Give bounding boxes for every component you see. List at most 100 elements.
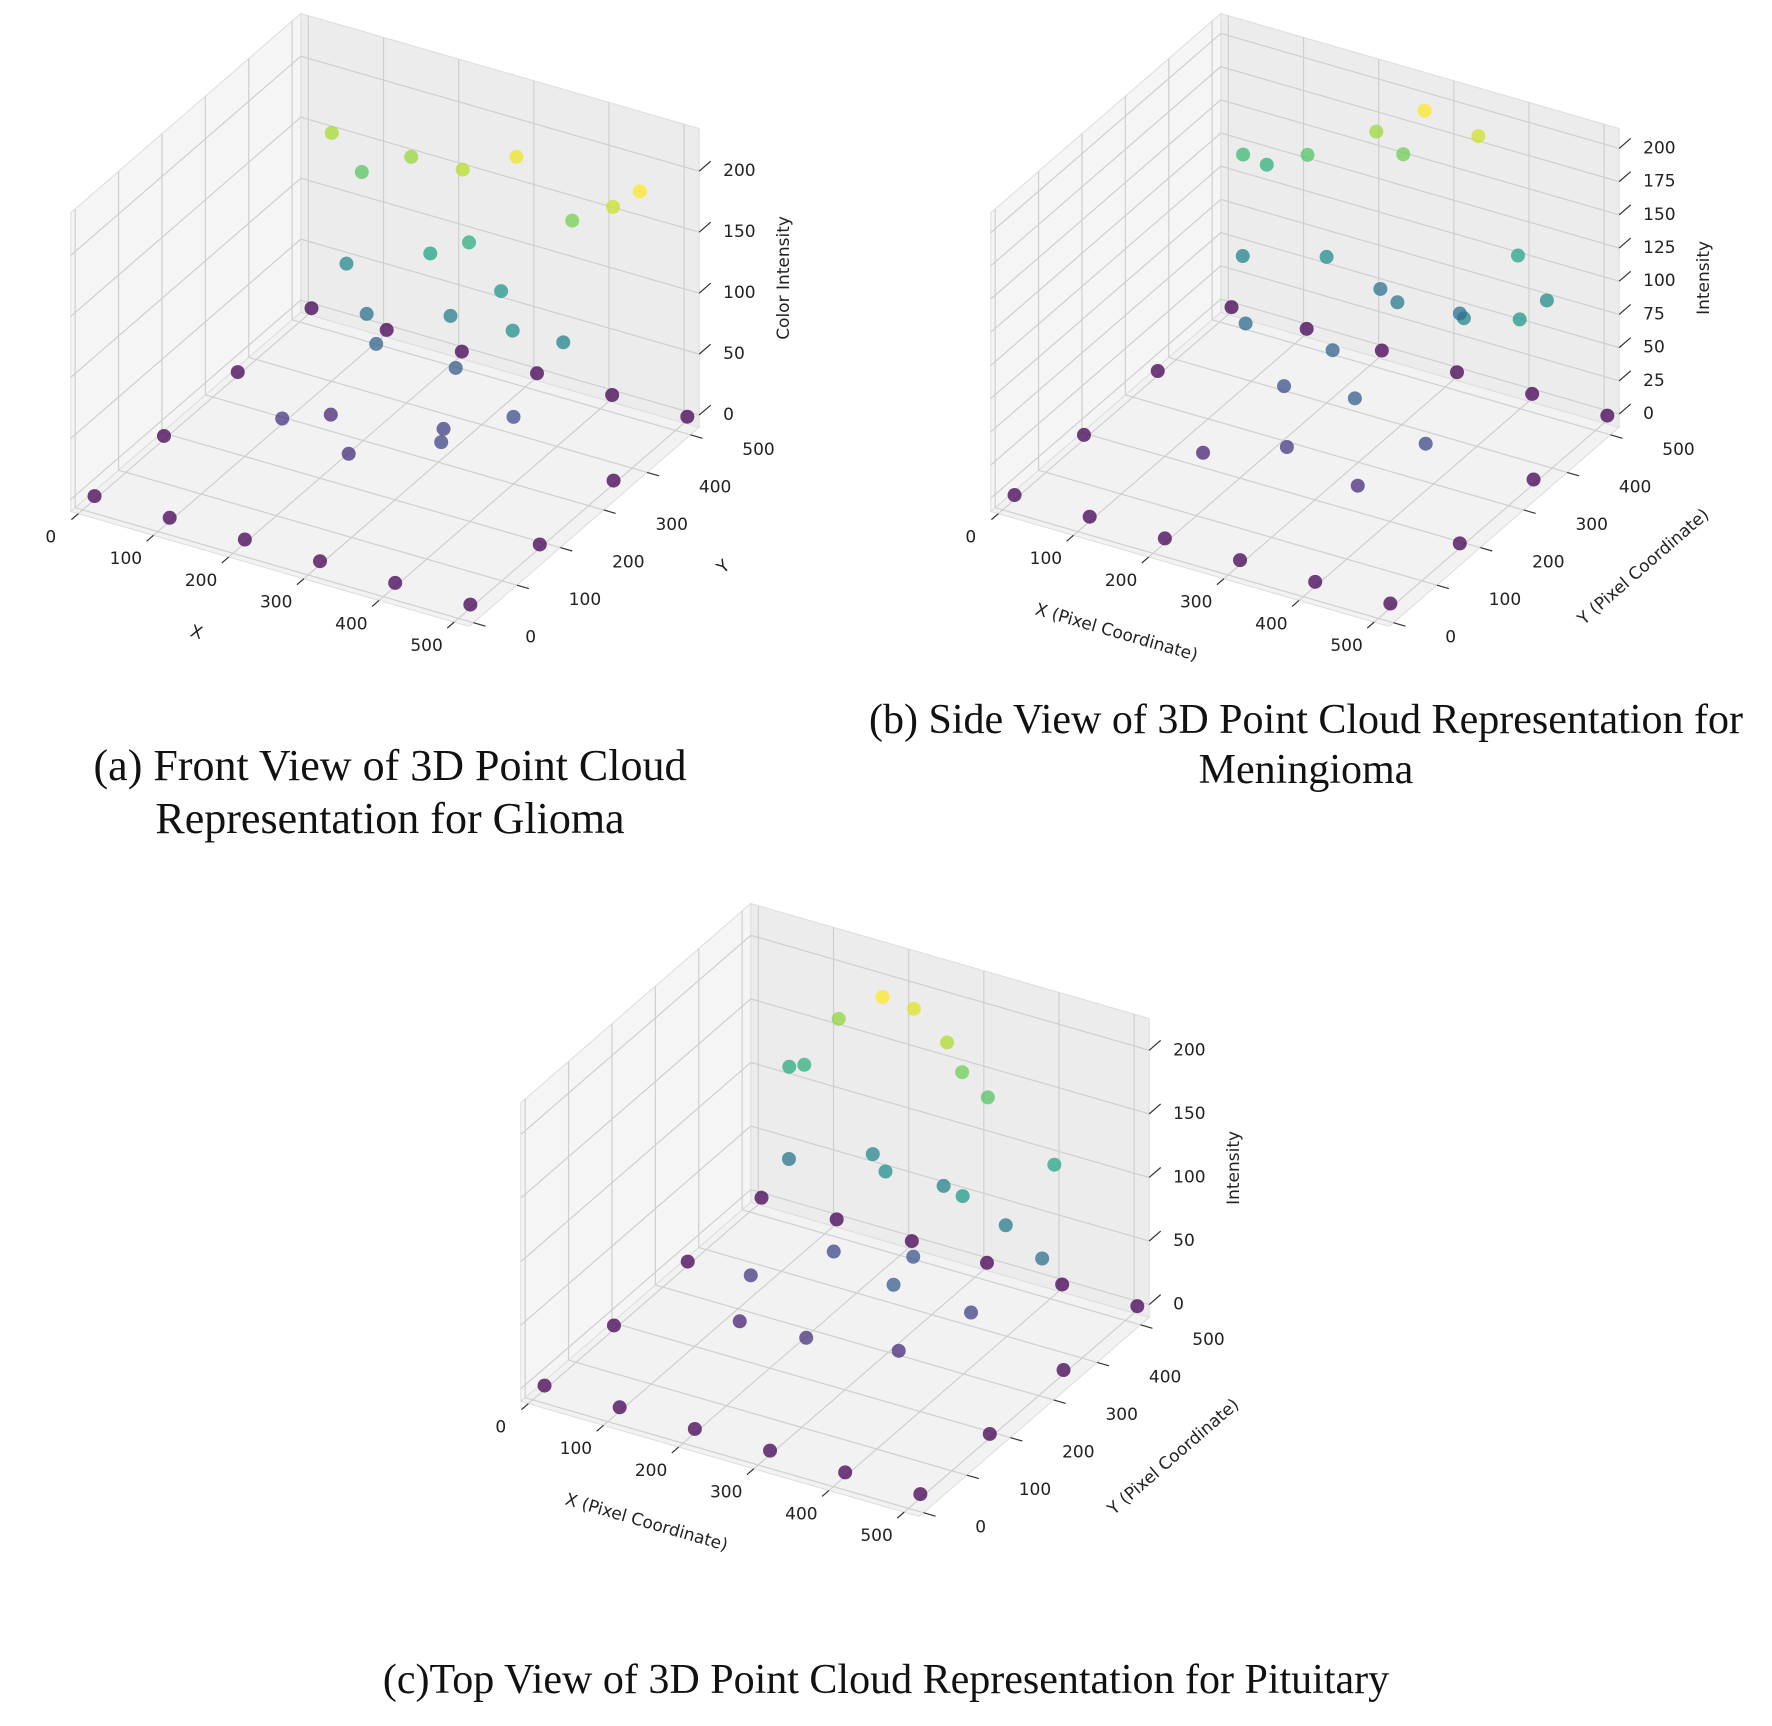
- z-tick-label: 50: [1173, 1231, 1195, 1251]
- point: [369, 336, 384, 351]
- grid-line: [248, 356, 648, 473]
- tick-mark: [1618, 304, 1632, 315]
- tick-mark: [1610, 434, 1623, 439]
- y-axis-label: Y: [712, 556, 734, 579]
- z-tick-label: 150: [723, 222, 755, 242]
- z-axis-label: Intensity: [1224, 1131, 1244, 1205]
- point: [612, 1400, 627, 1415]
- grid-line: [1220, 165, 1620, 282]
- z-tick-label: 150: [1173, 1104, 1205, 1124]
- point: [354, 165, 369, 180]
- tick-mark: [1141, 556, 1150, 564]
- grid-line: [527, 1204, 759, 1405]
- point: [687, 1421, 702, 1436]
- y-tick-label: 0: [525, 628, 536, 648]
- point: [1510, 248, 1525, 263]
- tick-mark: [1066, 534, 1074, 542]
- y-tick-label: 200: [1532, 553, 1564, 573]
- grid-line: [568, 1359, 968, 1476]
- y-tick-label: 300: [1105, 1405, 1137, 1425]
- z-tick-label: 100: [723, 283, 755, 303]
- tick-mark: [1618, 237, 1632, 249]
- point: [162, 510, 177, 525]
- grid-line: [1220, 66, 1620, 183]
- point: [754, 1190, 769, 1205]
- grid-line: [77, 314, 309, 515]
- y-tick-label: 300: [655, 515, 687, 535]
- point: [1539, 293, 1554, 308]
- point: [1512, 312, 1527, 327]
- caption: (c)Top View of 3D Point Cloud Representa…: [382, 1657, 1390, 1703]
- x-tick-label: 0: [45, 528, 56, 548]
- point: [1233, 553, 1248, 568]
- grid-line: [753, 1269, 985, 1470]
- point: [1056, 1363, 1071, 1378]
- tick-mark: [446, 621, 455, 629]
- y-tick-label: 0: [975, 1518, 986, 1538]
- x-tick-label: 100: [1030, 549, 1062, 569]
- grid-line: [300, 116, 700, 233]
- tick-mark: [146, 534, 154, 542]
- tick-mark: [646, 471, 660, 477]
- tick-mark: [473, 622, 486, 627]
- point: [906, 1249, 921, 1264]
- point: [606, 473, 621, 488]
- point: [680, 1254, 695, 1269]
- point: [1235, 248, 1250, 263]
- tick-mark: [1291, 599, 1300, 607]
- grid-line: [74, 507, 474, 624]
- point: [404, 149, 419, 164]
- point: [955, 1189, 970, 1204]
- point: [797, 1057, 812, 1072]
- z-tick-label: 200: [1173, 1040, 1205, 1060]
- tick-mark: [1148, 1230, 1162, 1242]
- pane: [520, 902, 752, 1403]
- tick-mark: [516, 584, 530, 590]
- x-tick-label: 200: [635, 1461, 667, 1481]
- y-tick-label: 500: [1662, 440, 1694, 460]
- tick-mark: [1393, 622, 1406, 627]
- point: [1308, 574, 1323, 589]
- tick-mark: [1053, 1399, 1066, 1405]
- tick-mark: [1148, 1167, 1162, 1178]
- grid-line: [300, 177, 700, 294]
- tick-mark: [1436, 584, 1450, 590]
- y-tick-label: 0: [1445, 628, 1456, 648]
- tick-mark: [690, 434, 703, 439]
- grid-line: [70, 238, 302, 439]
- point: [156, 428, 171, 443]
- point: [1055, 1277, 1070, 1292]
- grid-line: [678, 1247, 910, 1448]
- x-axis-label: X (Pixel Coordinate): [563, 1490, 730, 1556]
- point: [606, 199, 621, 214]
- grid-line: [378, 400, 610, 601]
- point: [979, 1255, 994, 1270]
- tick-mark: [1618, 370, 1632, 382]
- point: [1452, 536, 1467, 551]
- y-tick-label: 400: [1619, 477, 1651, 497]
- point: [1526, 472, 1541, 487]
- tick-mark: [1010, 1436, 1023, 1442]
- grid-line: [303, 379, 535, 580]
- grid-line: [741, 1209, 1141, 1326]
- grid-line: [520, 934, 752, 1135]
- grid-line: [1223, 379, 1455, 580]
- point: [1369, 124, 1384, 139]
- tick-mark: [1566, 471, 1580, 477]
- point: [606, 1318, 621, 1333]
- tick-mark: [1618, 204, 1632, 216]
- point: [556, 335, 571, 350]
- grid-line: [1220, 265, 1620, 382]
- y-tick-label: 400: [699, 477, 731, 497]
- point: [1417, 103, 1432, 118]
- point: [1325, 343, 1340, 358]
- point: [980, 1090, 995, 1105]
- point: [304, 301, 319, 316]
- grid-line: [990, 32, 1222, 234]
- x-tick-label: 0: [965, 528, 976, 548]
- tick-mark: [966, 1474, 980, 1480]
- point: [529, 366, 544, 381]
- z-tick-label: 175: [1643, 172, 1675, 192]
- point: [532, 537, 547, 552]
- grid-line: [990, 132, 1222, 333]
